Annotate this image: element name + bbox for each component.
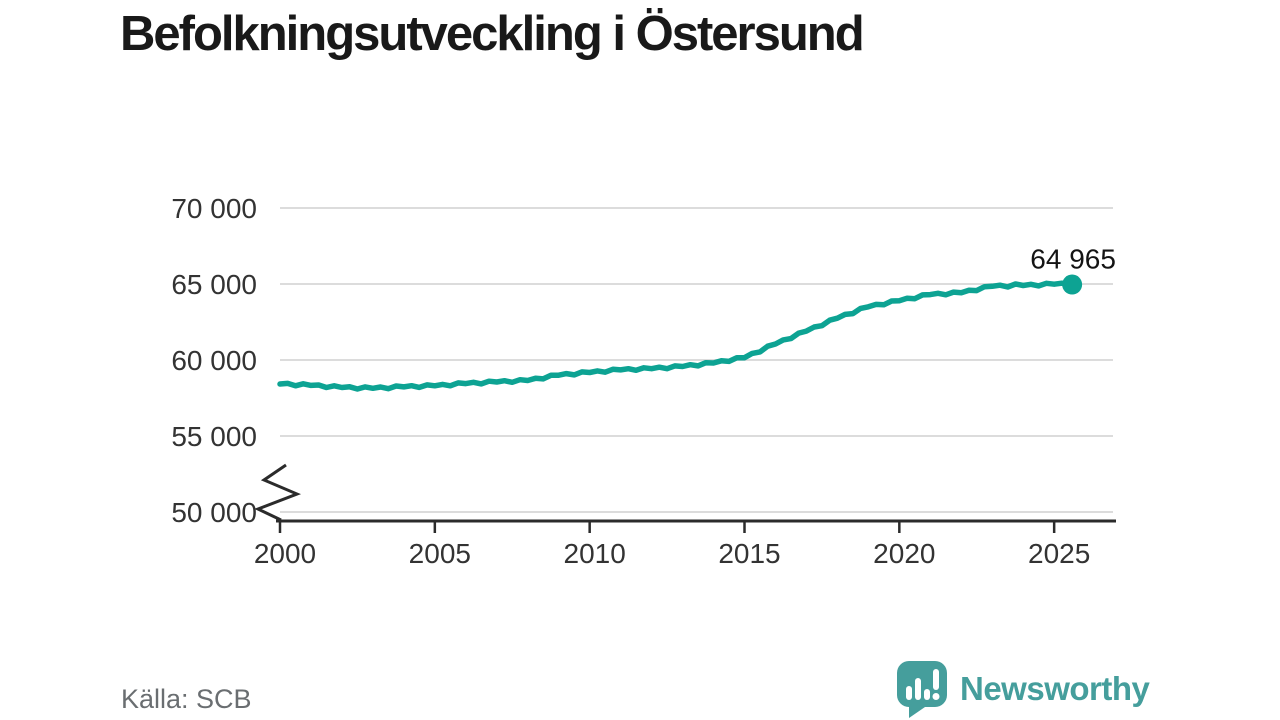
- x-tick-label: 2015: [718, 538, 780, 569]
- x-tick-label: 2020: [873, 538, 935, 569]
- y-tick-label: 60 000: [171, 345, 257, 376]
- axis-break-icon: [254, 463, 302, 522]
- population-line: [277, 280, 1075, 392]
- exclamation-dot-icon: [932, 693, 940, 700]
- brand-name: Newsworthy: [960, 670, 1150, 707]
- y-tick-label: 70 000: [171, 193, 257, 224]
- exclamation-stem-icon: [933, 669, 939, 690]
- newsworthy-logo: Newsworthy: [895, 660, 1150, 718]
- speech-bubble-shape: [897, 661, 947, 718]
- end-point-dot: [1062, 274, 1083, 295]
- newsworthy-chart-bubble-icon: [897, 661, 947, 718]
- bar-icon-tall: [915, 678, 921, 700]
- y-tick-label: 65 000: [171, 269, 257, 300]
- x-tick-label: 2025: [1028, 538, 1090, 569]
- page-title: Befolkningsutveckling i Östersund: [120, 7, 865, 61]
- y-tick-label: 50 000: [171, 497, 257, 528]
- bar-icon-small: [906, 686, 912, 700]
- end-value-label: 64 965: [1030, 244, 1116, 275]
- bar-icon-short: [924, 689, 930, 700]
- x-tick-label: 2005: [409, 538, 471, 569]
- y-tick-label: 55 000: [171, 421, 257, 452]
- source-note: Källa: SCB: [121, 684, 252, 714]
- x-tick-label: 2010: [564, 538, 626, 569]
- x-tick-label: 2000: [254, 538, 316, 569]
